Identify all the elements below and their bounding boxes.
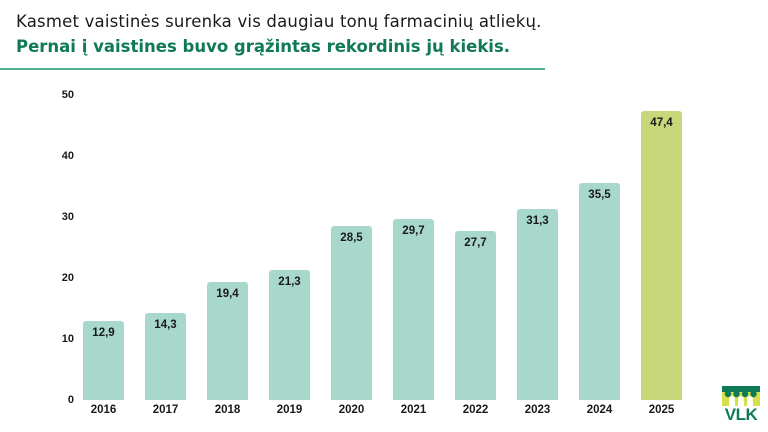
title-line-1: Kasmet vaistinės surenka vis daugiau ton… <box>16 12 542 31</box>
x-tick-label: 2017 <box>152 404 179 416</box>
y-tick-label: 10 <box>61 333 74 345</box>
bar-2019: 21,3 <box>269 270 310 400</box>
x-tick-label: 2021 <box>400 404 427 416</box>
bar-2016: 12,9 <box>83 321 124 400</box>
y-tick-label: 20 <box>61 272 74 284</box>
bar-2022: 27,7 <box>455 231 496 400</box>
x-tick-label: 2020 <box>338 404 365 416</box>
chart-title: Kasmet vaistinės surenka vis daugiau ton… <box>16 10 542 59</box>
bar-value-label: 21,3 <box>278 276 301 289</box>
bar-2017: 14,3 <box>145 312 186 400</box>
bar-value-label: 14,3 <box>154 318 177 331</box>
x-tick-label: 2025 <box>648 404 675 416</box>
x-tick-label: 2016 <box>90 404 117 416</box>
logo-text: VLK <box>724 405 758 424</box>
bar-value-label: 19,4 <box>216 287 239 300</box>
vlk-logo: VLK <box>722 386 760 424</box>
bar-2023: 31,3 <box>517 209 558 400</box>
x-tick-label: 2023 <box>524 404 551 416</box>
bar-2024: 35,5 <box>579 183 620 400</box>
y-tick-label: 0 <box>67 394 74 406</box>
y-tick-label: 40 <box>61 150 74 162</box>
x-tick-label: 2018 <box>214 404 241 416</box>
bar-value-label: 28,5 <box>340 232 363 245</box>
bar-value-label: 47,4 <box>650 116 673 129</box>
bar-2021: 29,7 <box>393 218 434 400</box>
bar-2025: 47,4 <box>641 110 682 400</box>
x-tick-label: 2024 <box>586 404 613 416</box>
bar-value-label: 27,7 <box>464 237 487 250</box>
bar-value-label: 35,5 <box>588 189 611 202</box>
x-tick-label: 2019 <box>276 404 303 416</box>
people-icon <box>722 386 760 406</box>
bar-2020: 28,5 <box>331 226 372 400</box>
y-tick-label: 30 <box>61 211 74 223</box>
x-tick-label: 2022 <box>462 404 489 416</box>
y-tick-label: 50 <box>61 89 74 101</box>
bar-value-label: 29,7 <box>402 224 425 237</box>
bar-value-label: 12,9 <box>92 327 115 340</box>
title-line-2: Pernai į vaistines buvo grąžintas rekord… <box>16 37 511 56</box>
title-divider <box>0 68 545 70</box>
bar-value-label: 31,3 <box>526 215 549 228</box>
bar-2018: 19,4 <box>207 281 248 400</box>
